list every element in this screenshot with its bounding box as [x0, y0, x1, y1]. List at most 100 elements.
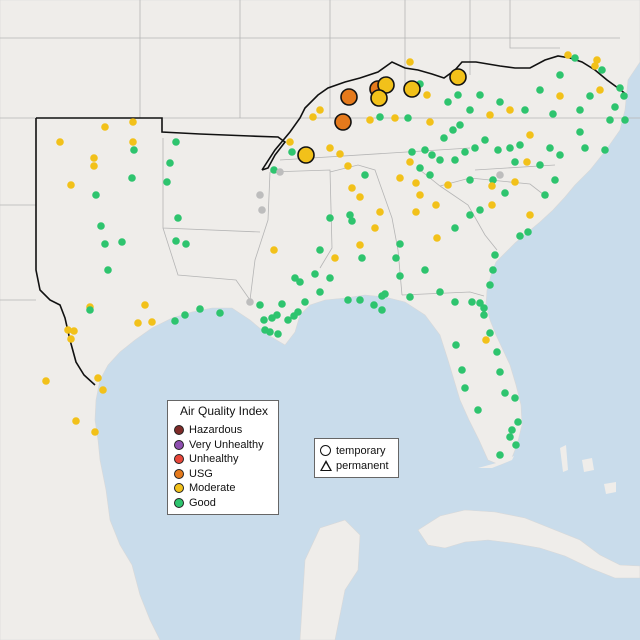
monitor-marker[interactable]: [426, 118, 434, 126]
monitor-marker[interactable]: [526, 211, 534, 219]
monitor-marker[interactable]: [326, 214, 334, 222]
monitor-marker[interactable]: [166, 159, 174, 167]
monitor-marker[interactable]: [358, 254, 366, 262]
monitor-marker[interactable]: [471, 144, 479, 152]
monitor-marker[interactable]: [526, 131, 534, 139]
monitor-marker[interactable]: [316, 106, 324, 114]
monitor-marker-large[interactable]: [370, 89, 388, 107]
monitor-marker[interactable]: [536, 86, 544, 94]
monitor-marker[interactable]: [591, 62, 599, 70]
monitor-marker[interactable]: [92, 191, 100, 199]
monitor-marker[interactable]: [101, 123, 109, 131]
monitor-marker[interactable]: [480, 304, 488, 312]
monitor-marker[interactable]: [309, 113, 317, 121]
monitor-marker[interactable]: [556, 71, 564, 79]
monitor-marker[interactable]: [130, 146, 138, 154]
monitor-marker[interactable]: [301, 298, 309, 306]
monitor-marker[interactable]: [172, 237, 180, 245]
monitor-marker[interactable]: [344, 296, 352, 304]
monitor-marker[interactable]: [148, 318, 156, 326]
monitor-marker-large[interactable]: [334, 113, 352, 131]
monitor-marker[interactable]: [326, 144, 334, 152]
monitor-marker[interactable]: [508, 426, 516, 434]
monitor-marker[interactable]: [348, 184, 356, 192]
monitor-marker[interactable]: [182, 240, 190, 248]
monitor-marker[interactable]: [266, 328, 274, 336]
monitor-marker[interactable]: [288, 148, 296, 156]
monitor-marker[interactable]: [256, 191, 264, 199]
monitor-marker[interactable]: [611, 103, 619, 111]
monitor-marker[interactable]: [421, 266, 429, 274]
monitor-marker[interactable]: [511, 178, 519, 186]
monitor-marker[interactable]: [451, 224, 459, 232]
monitor-marker[interactable]: [268, 314, 276, 322]
monitor-marker[interactable]: [489, 176, 497, 184]
monitor-marker[interactable]: [118, 238, 126, 246]
monitor-marker[interactable]: [371, 224, 379, 232]
monitor-marker[interactable]: [476, 206, 484, 214]
monitor-marker[interactable]: [516, 232, 524, 240]
monitor-marker[interactable]: [621, 116, 629, 124]
monitor-marker[interactable]: [428, 151, 436, 159]
monitor-marker[interactable]: [466, 176, 474, 184]
monitor-marker[interactable]: [258, 206, 266, 214]
monitor-marker[interactable]: [423, 91, 431, 99]
monitor-marker[interactable]: [181, 311, 189, 319]
monitor-marker[interactable]: [486, 329, 494, 337]
monitor-marker[interactable]: [94, 374, 102, 382]
monitor-marker[interactable]: [461, 148, 469, 156]
monitor-marker-large[interactable]: [340, 88, 358, 106]
monitor-marker[interactable]: [481, 136, 489, 144]
monitor-marker[interactable]: [366, 116, 374, 124]
monitor-marker[interactable]: [556, 151, 564, 159]
monitor-marker[interactable]: [451, 298, 459, 306]
monitor-marker[interactable]: [440, 134, 448, 142]
monitor-marker[interactable]: [546, 144, 554, 152]
monitor-marker[interactable]: [348, 217, 356, 225]
monitor-marker[interactable]: [336, 150, 344, 158]
monitor-marker[interactable]: [42, 377, 50, 385]
monitor-marker[interactable]: [536, 161, 544, 169]
monitor-marker[interactable]: [511, 158, 519, 166]
monitor-marker[interactable]: [524, 228, 532, 236]
monitor-marker-large[interactable]: [449, 68, 467, 86]
monitor-marker[interactable]: [260, 316, 268, 324]
monitor-marker[interactable]: [101, 240, 109, 248]
monitor-marker[interactable]: [331, 254, 339, 262]
monitor-marker[interactable]: [466, 211, 474, 219]
monitor-marker[interactable]: [416, 191, 424, 199]
monitor-marker[interactable]: [134, 319, 142, 327]
monitor-marker[interactable]: [436, 156, 444, 164]
monitor-marker[interactable]: [196, 305, 204, 313]
monitor-marker[interactable]: [488, 201, 496, 209]
monitor-marker[interactable]: [506, 144, 514, 152]
monitor-marker[interactable]: [444, 98, 452, 106]
monitor-marker[interactable]: [174, 214, 182, 222]
monitor-marker[interactable]: [344, 162, 352, 170]
monitor-marker[interactable]: [370, 301, 378, 309]
monitor-marker[interactable]: [406, 58, 414, 66]
monitor-marker[interactable]: [404, 114, 412, 122]
monitor-marker[interactable]: [378, 306, 386, 314]
monitor-marker[interactable]: [356, 193, 364, 201]
monitor-marker[interactable]: [576, 106, 584, 114]
monitor-marker[interactable]: [67, 181, 75, 189]
monitor-marker[interactable]: [70, 327, 78, 335]
monitor-marker-large[interactable]: [297, 146, 315, 164]
monitor-marker[interactable]: [286, 138, 294, 146]
monitor-marker[interactable]: [586, 92, 594, 100]
monitor-marker[interactable]: [64, 326, 72, 334]
monitor-marker[interactable]: [104, 266, 112, 274]
monitor-marker[interactable]: [461, 384, 469, 392]
monitor-marker[interactable]: [326, 274, 334, 282]
monitor-marker[interactable]: [486, 281, 494, 289]
monitor-marker[interactable]: [433, 234, 441, 242]
monitor-marker[interactable]: [523, 158, 531, 166]
monitor-marker[interactable]: [172, 138, 180, 146]
monitor-marker[interactable]: [541, 191, 549, 199]
monitor-marker[interactable]: [270, 166, 278, 174]
monitor-marker[interactable]: [421, 146, 429, 154]
monitor-marker[interactable]: [514, 418, 522, 426]
monitor-marker[interactable]: [86, 306, 94, 314]
